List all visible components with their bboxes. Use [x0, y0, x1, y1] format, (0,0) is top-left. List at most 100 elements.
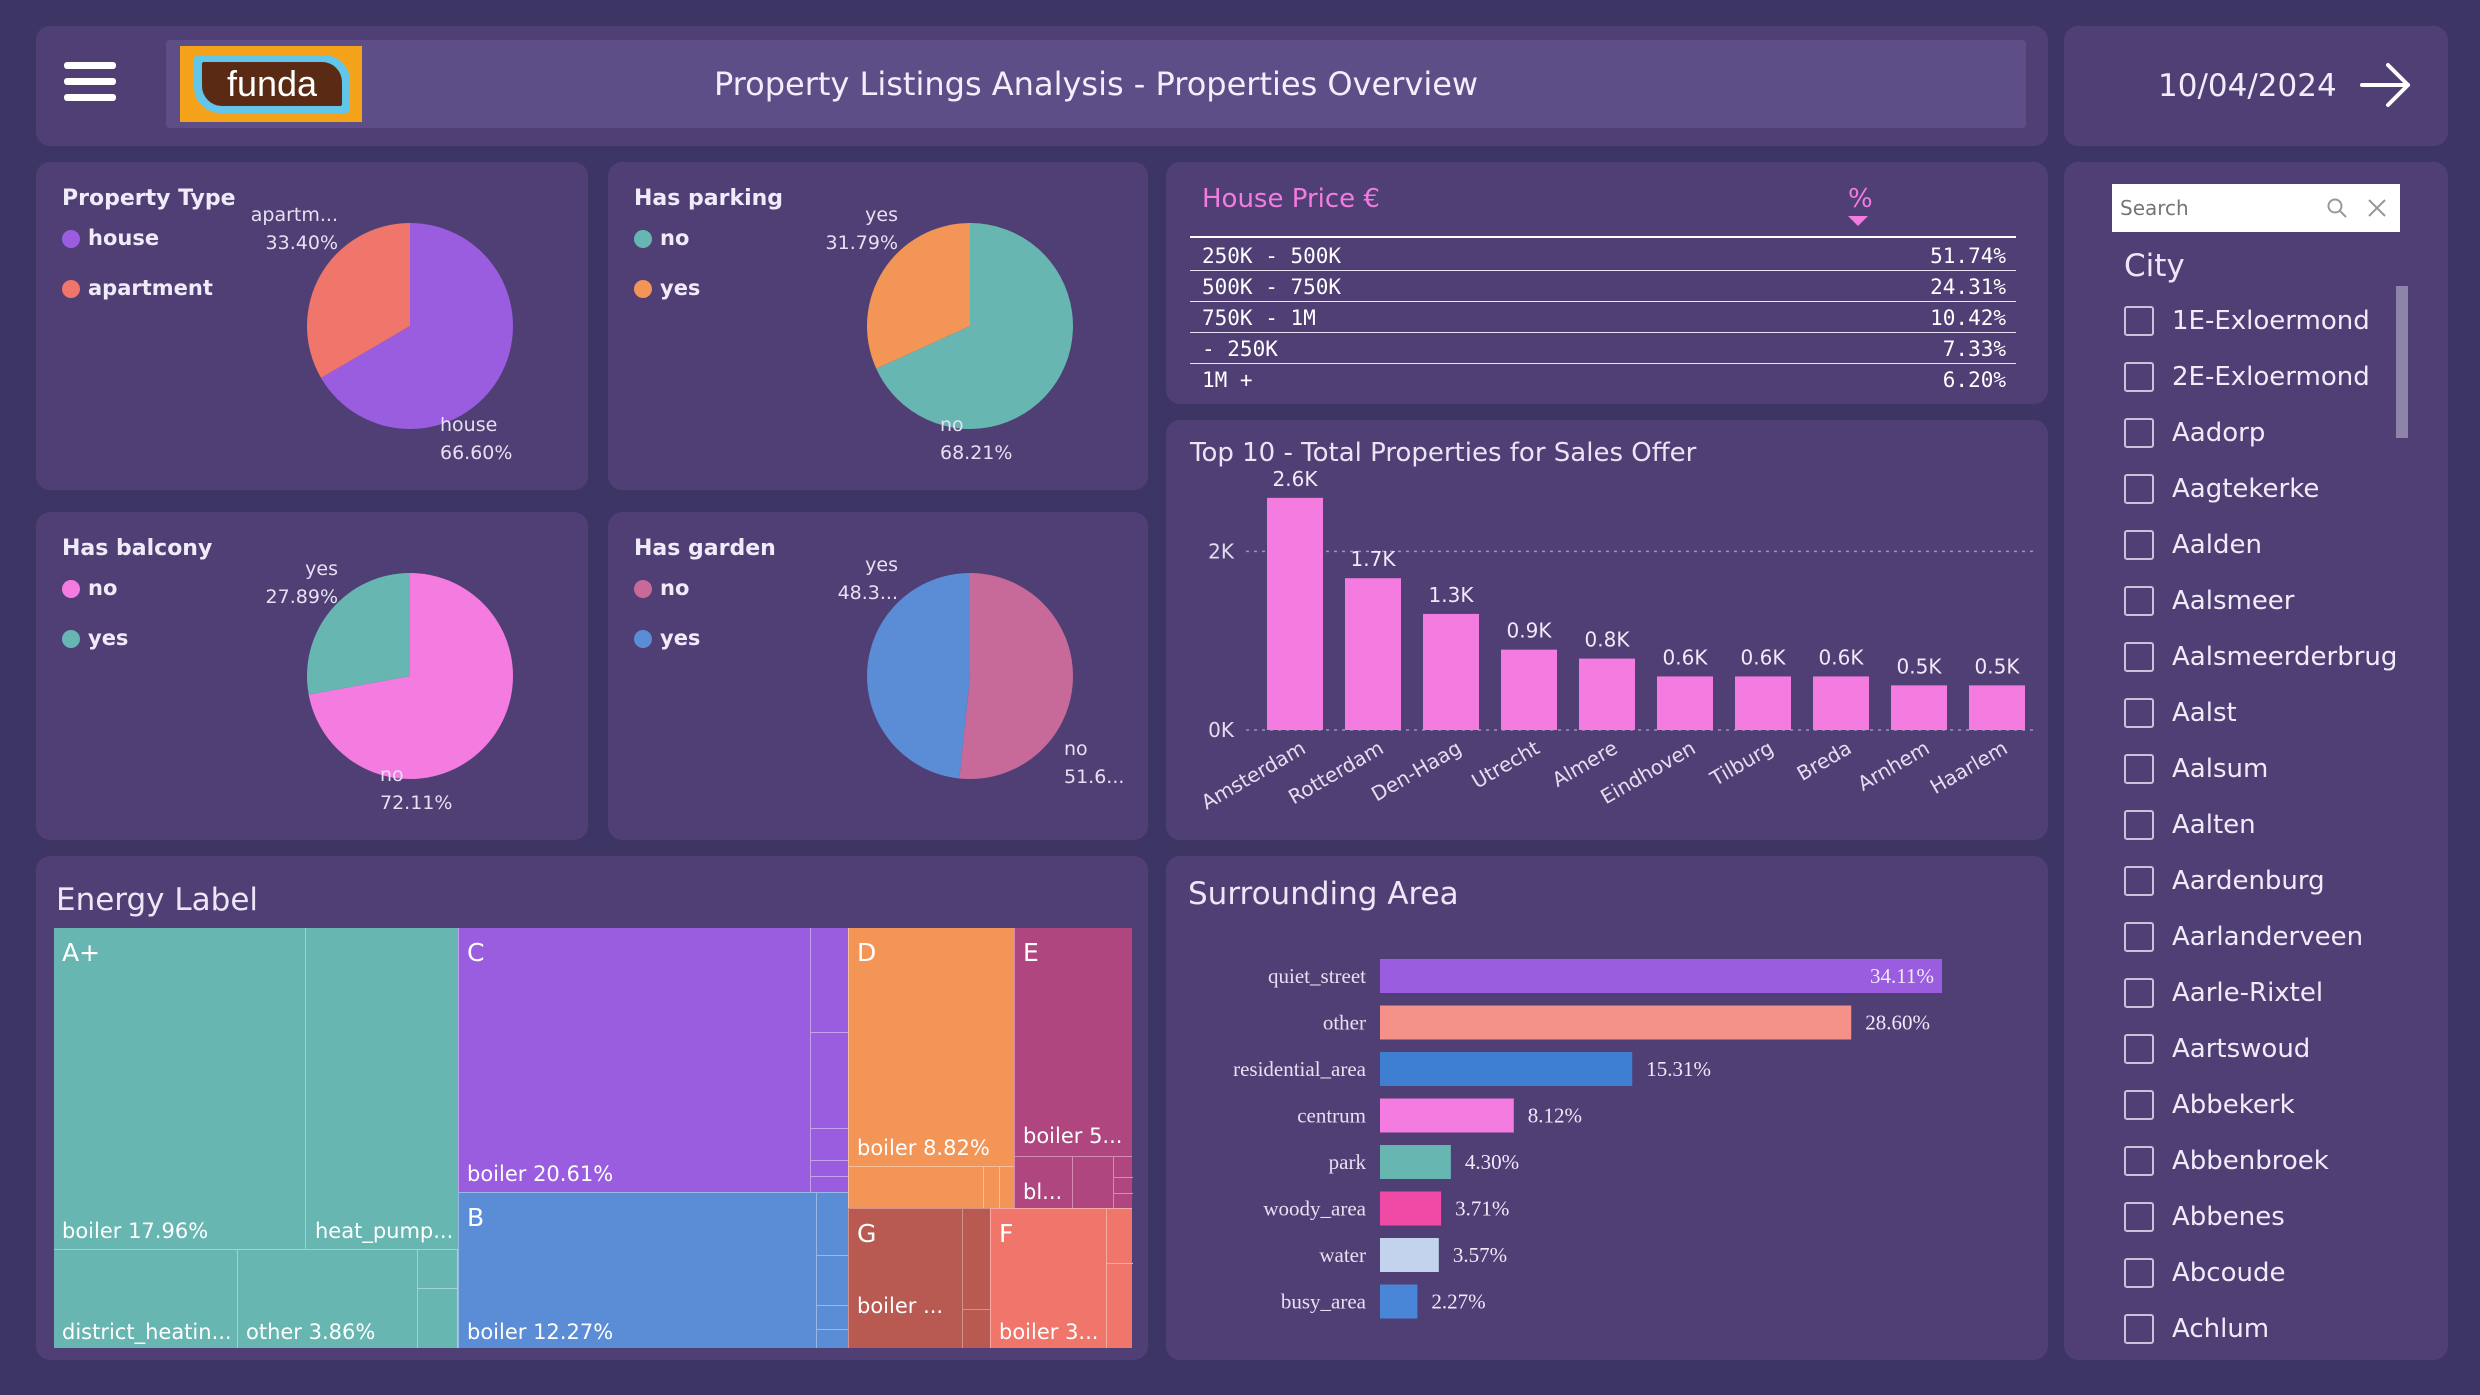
hbar-woody_area[interactable] — [1380, 1191, 1442, 1226]
treemap-cell-aplus-other[interactable]: other 3.86% — [238, 1250, 418, 1348]
city-item[interactable]: Abbekerk — [2124, 1080, 2394, 1136]
bar-Breda[interactable] — [1813, 676, 1869, 730]
bar-Utrecht[interactable] — [1501, 649, 1557, 730]
hbar-quiet_street[interactable] — [1380, 959, 1942, 993]
checkbox[interactable] — [2124, 642, 2154, 672]
treemap-cell-b-boiler[interactable]: B boiler 12.27% — [458, 1192, 816, 1348]
checkbox[interactable] — [2124, 1202, 2154, 1232]
price-table-row[interactable]: 250K - 500K 51.74% — [1190, 240, 2016, 271]
bar-Almere[interactable] — [1579, 658, 1635, 730]
city-item[interactable]: Aalden — [2124, 520, 2394, 576]
city-search-input[interactable] — [2120, 192, 2316, 224]
treemap-cell-f-boiler[interactable]: F boiler 3... — [990, 1208, 1106, 1348]
treemap-cell-e-boiler[interactable]: E boiler 5... — [1014, 928, 1132, 1156]
treemap-cell-e-small[interactable] — [1072, 1156, 1133, 1209]
top10-bar-chart: 2K0K2.6KAmsterdam1.7KRotterdam1.3KDen-Ha… — [1197, 467, 2036, 814]
price-table-row[interactable]: 1M + 6.20% — [1190, 364, 2016, 395]
checkbox[interactable] — [2124, 530, 2154, 560]
treemap-cell-d-boiler[interactable]: D boiler 8.82% — [848, 928, 1014, 1166]
treemap-cell-c-boiler[interactable]: C boiler 20.61% — [458, 928, 810, 1192]
pie-slice-yes[interactable] — [867, 222, 970, 369]
hbar-residential_area[interactable] — [1380, 1052, 1633, 1086]
city-item[interactable]: Aagtekerke — [2124, 464, 2394, 520]
pct-column-header[interactable]: % — [1848, 184, 1873, 214]
city-item[interactable]: Aardenburg — [2124, 856, 2394, 912]
bar-Den-Haag[interactable] — [1423, 613, 1479, 730]
checkbox[interactable] — [2124, 586, 2154, 616]
pie-slice-apartment[interactable] — [307, 223, 410, 378]
city-item[interactable]: Aartswoud — [2124, 1024, 2394, 1080]
pie-slice-yes[interactable] — [307, 573, 410, 695]
treemap-cell-c-small[interactable] — [810, 928, 849, 1192]
hbar-centrum[interactable] — [1380, 1098, 1514, 1133]
city-search-box[interactable] — [2112, 184, 2400, 232]
city-item[interactable]: Aarle-Rixtel — [2124, 968, 2394, 1024]
pie-chart — [307, 223, 513, 429]
checkbox[interactable] — [2124, 866, 2154, 896]
pie-slice-no[interactable] — [308, 573, 513, 779]
city-item[interactable]: Aalsmeerderbrug — [2124, 632, 2397, 688]
price-table-row[interactable]: - 250K 7.33% — [1190, 333, 2016, 364]
checkbox[interactable] — [2124, 362, 2154, 392]
treemap-cell-aplus-boiler[interactable]: A+ boiler 17.96% — [54, 928, 306, 1250]
pie-slice-yes[interactable] — [867, 573, 970, 779]
city-item[interactable]: Abbenes — [2124, 1192, 2394, 1248]
checkbox[interactable] — [2124, 754, 2154, 784]
treemap-cell-e-bl[interactable]: bl... — [1014, 1156, 1072, 1208]
treemap-cell-label: boiler 5... — [1023, 1124, 1123, 1148]
treemap-cell-aplus-district[interactable]: district_heatin... — [54, 1250, 238, 1348]
city-item[interactable]: Abcoude — [2124, 1248, 2394, 1304]
treemap-cell-aplus-heat-pump[interactable]: heat_pump... — [306, 928, 458, 1250]
bar-Haarlem[interactable] — [1969, 685, 2025, 730]
city-item[interactable]: Aarlanderveen — [2124, 912, 2394, 968]
treemap-cell-g-boiler[interactable]: G boiler ... — [848, 1208, 962, 1348]
city-item[interactable]: 2E-Exloermond — [2124, 352, 2394, 408]
treemap-cell-g-small[interactable] — [962, 1208, 991, 1348]
city-item[interactable]: Aalten — [2124, 800, 2394, 856]
bar-Tilburg[interactable] — [1735, 676, 1791, 730]
checkbox[interactable] — [2124, 978, 2154, 1008]
pie-chart — [867, 222, 1073, 429]
checkbox[interactable] — [2124, 1090, 2154, 1120]
close-icon[interactable] — [2366, 197, 2388, 219]
bar-Rotterdam[interactable] — [1345, 578, 1401, 730]
checkbox[interactable] — [2124, 306, 2154, 336]
pie-slice-house[interactable] — [321, 223, 513, 429]
hbar-water[interactable] — [1380, 1238, 1439, 1272]
hamburger-menu-button[interactable] — [64, 62, 116, 102]
slicer-scrollbar[interactable] — [2396, 286, 2408, 438]
city-item[interactable]: Aalst — [2124, 688, 2394, 744]
checkbox[interactable] — [2124, 1146, 2154, 1176]
hbar-other[interactable] — [1380, 1005, 1852, 1040]
search-icon[interactable] — [2326, 197, 2348, 219]
city-item[interactable]: Aalsum — [2124, 744, 2394, 800]
price-range: 250K - 500K — [1202, 244, 1342, 268]
checkbox[interactable] — [2124, 698, 2154, 728]
checkbox[interactable] — [2124, 810, 2154, 840]
arrow-right-icon[interactable] — [2358, 60, 2414, 110]
treemap-cell-aplus-small[interactable] — [418, 1250, 458, 1348]
treemap-cell-d-small[interactable] — [848, 1166, 1014, 1209]
pie-slice-no[interactable] — [959, 573, 1073, 779]
treemap-cell-f-small[interactable] — [1106, 1208, 1133, 1348]
city-item[interactable]: Abbenbroek — [2124, 1136, 2394, 1192]
checkbox[interactable] — [2124, 418, 2154, 448]
price-table-row[interactable]: 750K - 1M 10.42% — [1190, 302, 2016, 333]
bar-Amsterdam[interactable] — [1267, 497, 1323, 730]
city-item[interactable]: 1E-Exloermond — [2124, 296, 2394, 352]
city-item[interactable]: Achlum — [2124, 1304, 2394, 1360]
price-table-row[interactable]: 500K - 750K 24.31% — [1190, 271, 2016, 302]
checkbox[interactable] — [2124, 1314, 2154, 1344]
checkbox[interactable] — [2124, 474, 2154, 504]
city-item[interactable]: Aadorp — [2124, 408, 2394, 464]
treemap-cell-b-small[interactable] — [816, 1192, 849, 1348]
city-item[interactable]: Aalsmeer — [2124, 576, 2394, 632]
bar-Eindhoven[interactable] — [1657, 676, 1713, 730]
checkbox[interactable] — [2124, 1034, 2154, 1064]
hbar-park[interactable] — [1380, 1145, 1451, 1179]
checkbox[interactable] — [2124, 922, 2154, 952]
bar-Arnhem[interactable] — [1891, 685, 1947, 730]
hbar-busy_area[interactable] — [1380, 1284, 1418, 1319]
checkbox[interactable] — [2124, 1258, 2154, 1288]
pie-slice-no[interactable] — [876, 223, 1073, 429]
